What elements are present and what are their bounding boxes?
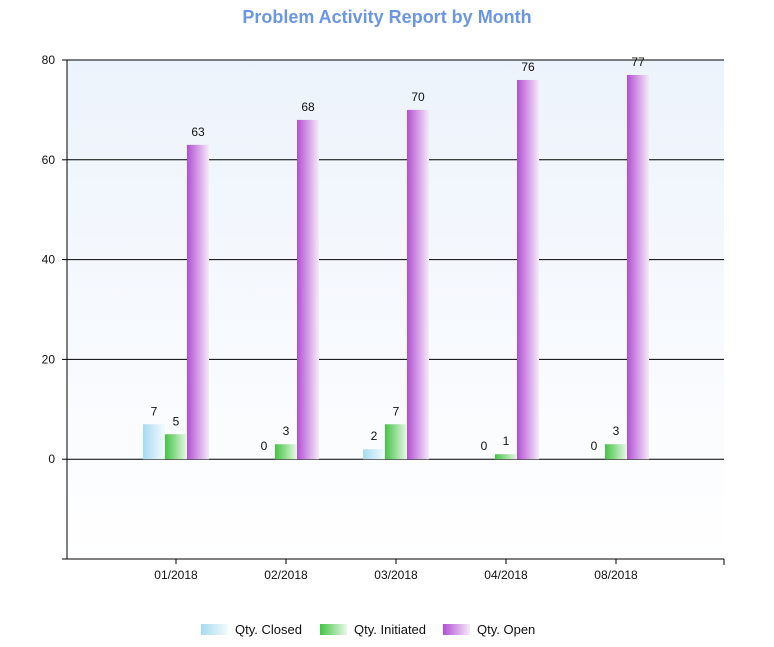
legend: Qty. Closed Qty. Initiated Qty. Open [0, 620, 774, 640]
data-label-qty-initiated: 1 [503, 434, 510, 448]
data-label-qty-initiated: 7 [393, 404, 400, 418]
y-tick-label: 40 [42, 253, 56, 267]
data-label-qty-open: 77 [631, 55, 645, 69]
legend-item-qty-initiated: Qty. Initiated [320, 620, 426, 638]
legend-label: Qty. Open [477, 621, 536, 637]
y-tick-label: 20 [42, 352, 56, 366]
data-label-qty-closed: 2 [371, 429, 378, 443]
y-tick-label: 0 [48, 452, 55, 466]
data-label-qty-closed: 0 [591, 439, 598, 453]
legend-label: Qty. Closed [235, 621, 302, 637]
y-tick-label: 80 [42, 53, 56, 67]
bars [143, 74, 649, 460]
legend-label: Qty. Initiated [354, 621, 427, 637]
data-label-qty-initiated: 3 [613, 424, 620, 438]
data-label-qty-closed: 7 [151, 404, 158, 418]
data-label-qty-closed: 0 [261, 439, 268, 453]
bar-qty-open-02-2018 [297, 119, 319, 460]
chart-title: Problem Activity Report by Month [242, 7, 532, 27]
bar-qty-initiated-03-2018 [385, 424, 407, 460]
x-tick-label: 08/2018 [594, 568, 638, 582]
legend-item-qty-closed: Qty. Closed [201, 620, 302, 638]
data-label-qty-open: 63 [191, 125, 205, 139]
bar-qty-closed-01-2018 [143, 424, 165, 460]
x-tick-label: 02/2018 [264, 568, 308, 582]
bar-qty-initiated-02-2018 [275, 444, 297, 460]
bar-qty-open-08-2018 [627, 74, 649, 460]
data-label-qty-initiated: 5 [173, 414, 180, 428]
bar-qty-open-04-2018 [517, 79, 539, 460]
legend-swatch [320, 623, 347, 635]
data-label-qty-open: 76 [521, 60, 535, 74]
y-tick-label: 60 [42, 153, 56, 167]
legend-swatch [443, 623, 470, 635]
data-label-qty-open: 70 [411, 90, 425, 104]
x-tick-label: 01/2018 [154, 568, 198, 582]
legend-swatch [201, 623, 228, 635]
plot-area [67, 60, 724, 559]
bar-qty-open-03-2018 [407, 109, 429, 460]
bar-qty-initiated-04-2018 [495, 454, 517, 460]
legend-item-qty-open: Qty. Open [443, 620, 535, 638]
bar-qty-initiated-08-2018 [605, 444, 627, 460]
bar-qty-initiated-01-2018 [165, 434, 187, 460]
x-tick-label: 04/2018 [484, 568, 528, 582]
bar-qty-closed-03-2018 [363, 449, 385, 460]
x-tick-label: 03/2018 [374, 568, 418, 582]
data-labels: 7 5 63 0 3 68 2 7 70 0 1 76 0 3 77 [151, 55, 645, 453]
data-label-qty-open: 68 [301, 100, 315, 114]
data-label-qty-closed: 0 [481, 439, 488, 453]
bar-qty-open-01-2018 [187, 144, 209, 460]
data-label-qty-initiated: 3 [283, 424, 290, 438]
